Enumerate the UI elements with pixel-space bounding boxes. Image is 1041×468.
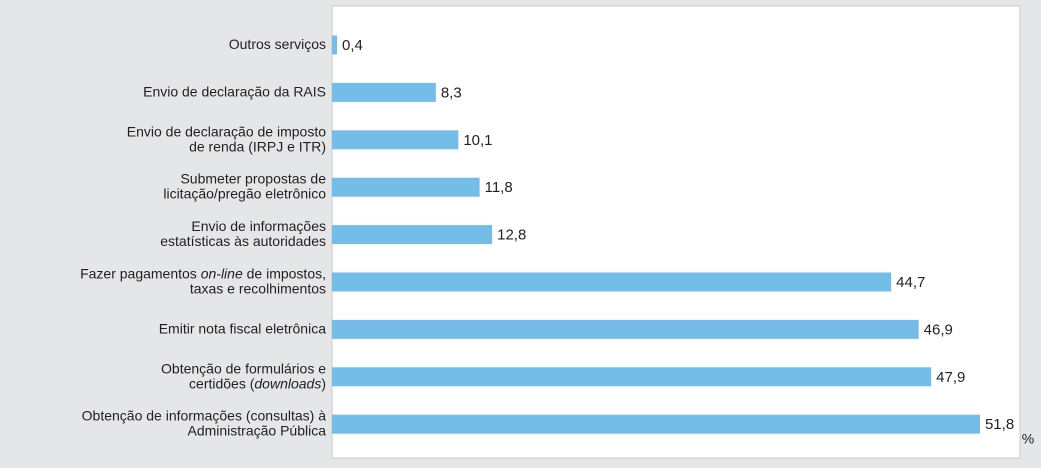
category-label: Envio de declaração da RAIS (143, 83, 326, 99)
category-label: Outros serviços (229, 36, 326, 52)
category-label: Obtenção de informações (consultas) à Adm… (82, 407, 327, 438)
value-label: 44,7 (896, 274, 925, 291)
value-label: 10,1 (463, 132, 492, 149)
category-label: Obtenção de formulários e certidões (down… (161, 360, 326, 391)
category-label: Emitir nota fiscal eletrônica (159, 320, 327, 336)
bar (332, 319, 919, 339)
category-label: Envio de informações estatísticas às auto… (160, 218, 326, 249)
unit-label: % (1022, 431, 1034, 447)
bar (332, 272, 892, 292)
bar (332, 130, 459, 150)
value-label: 8,3 (441, 84, 462, 101)
category-label: Fazer pagamentos on-line de impostos, tax… (80, 265, 326, 296)
bar (332, 177, 480, 197)
value-label: 51,8 (985, 416, 1014, 433)
value-label: 47,9 (936, 369, 965, 386)
value-label: 11,8 (485, 179, 513, 196)
bar (332, 35, 338, 55)
bar (332, 414, 980, 434)
value-label: 12,8 (497, 227, 526, 244)
value-label: 46,9 (924, 321, 953, 338)
category-label: Envio de declaração de imposto de renda (… (127, 123, 326, 154)
bar (332, 367, 932, 387)
bar (332, 82, 436, 102)
bar (332, 225, 493, 245)
category-label: Submeter propostas de licitação/pregão el… (163, 170, 326, 201)
value-label: 0,4 (342, 37, 363, 54)
